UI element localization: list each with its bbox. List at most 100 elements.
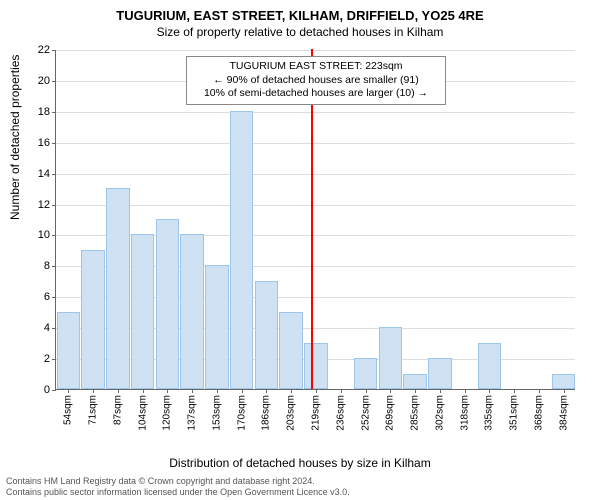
- histogram-bar: [57, 312, 81, 389]
- gridline: [56, 174, 575, 175]
- histogram-bar: [205, 265, 229, 389]
- ytick-mark: [52, 390, 56, 391]
- xtick-mark: [366, 389, 367, 393]
- histogram-bar: [230, 111, 254, 389]
- footer-line2: Contains public sector information licen…: [6, 487, 350, 498]
- xtick-label: 368sqm: [533, 395, 544, 431]
- xtick-mark: [143, 389, 144, 393]
- gridline: [56, 143, 575, 144]
- xtick-label: 203sqm: [286, 395, 297, 431]
- ytick-mark: [52, 359, 56, 360]
- histogram-bar: [131, 234, 155, 389]
- histogram-bar: [552, 374, 576, 389]
- title-main: TUGURIUM, EAST STREET, KILHAM, DRIFFIELD…: [0, 0, 600, 23]
- footer-attribution: Contains HM Land Registry data © Crown c…: [6, 476, 350, 498]
- xtick-label: 252sqm: [360, 395, 371, 431]
- histogram-bar: [403, 374, 427, 389]
- ytick-label: 0: [44, 384, 50, 396]
- histogram-bar: [478, 343, 502, 389]
- xtick-mark: [242, 389, 243, 393]
- histogram-bar: [81, 250, 105, 389]
- ytick-mark: [52, 205, 56, 206]
- xtick-label: 87sqm: [112, 395, 123, 425]
- xtick-mark: [68, 389, 69, 393]
- xtick-label: 71sqm: [88, 395, 99, 425]
- xtick-label: 351sqm: [509, 395, 520, 431]
- annotation-line3: 10% of semi-detached houses are larger (…: [193, 87, 439, 101]
- ytick-label: 14: [38, 168, 50, 180]
- xtick-label: 269sqm: [385, 395, 396, 431]
- histogram-bar: [428, 358, 452, 389]
- histogram-bar: [304, 343, 328, 389]
- histogram-bar: [180, 234, 204, 389]
- xtick-mark: [217, 389, 218, 393]
- xtick-label: 236sqm: [335, 395, 346, 431]
- xtick-label: 120sqm: [162, 395, 173, 431]
- ytick-mark: [52, 297, 56, 298]
- histogram-bar: [379, 327, 403, 389]
- annotation-line2: ← 90% of detached houses are smaller (91…: [193, 74, 439, 88]
- xtick-label: 384sqm: [558, 395, 569, 431]
- xtick-label: 170sqm: [236, 395, 247, 431]
- xtick-label: 137sqm: [187, 395, 198, 431]
- xtick-mark: [167, 389, 168, 393]
- chart-container: TUGURIUM, EAST STREET, KILHAM, DRIFFIELD…: [0, 0, 600, 500]
- xtick-mark: [465, 389, 466, 393]
- xtick-mark: [514, 389, 515, 393]
- xtick-mark: [564, 389, 565, 393]
- ytick-mark: [52, 112, 56, 113]
- gridline: [56, 50, 575, 51]
- histogram-bar: [156, 219, 180, 389]
- annotation-box: TUGURIUM EAST STREET: 223sqm← 90% of det…: [186, 56, 446, 105]
- histogram-bar: [354, 358, 378, 389]
- ytick-label: 6: [44, 291, 50, 303]
- xtick-mark: [341, 389, 342, 393]
- ytick-mark: [52, 50, 56, 51]
- xtick-mark: [266, 389, 267, 393]
- ytick-label: 4: [44, 322, 50, 334]
- xtick-label: 153sqm: [211, 395, 222, 431]
- xtick-mark: [489, 389, 490, 393]
- xtick-mark: [291, 389, 292, 393]
- footer-line1: Contains HM Land Registry data © Crown c…: [6, 476, 350, 487]
- y-axis-label: Number of detached properties: [8, 55, 22, 220]
- title-sub: Size of property relative to detached ho…: [0, 23, 600, 39]
- ytick-label: 22: [38, 44, 50, 56]
- ytick-label: 2: [44, 353, 50, 365]
- gridline: [56, 112, 575, 113]
- ytick-mark: [52, 328, 56, 329]
- xtick-label: 335sqm: [484, 395, 495, 431]
- ytick-label: 12: [38, 199, 50, 211]
- annotation-line1: TUGURIUM EAST STREET: 223sqm: [193, 60, 439, 74]
- ytick-mark: [52, 143, 56, 144]
- xtick-mark: [390, 389, 391, 393]
- xtick-mark: [118, 389, 119, 393]
- xtick-mark: [316, 389, 317, 393]
- gridline: [56, 205, 575, 206]
- chart-area: 024681012141618202254sqm71sqm87sqm104sqm…: [55, 50, 575, 420]
- ytick-mark: [52, 235, 56, 236]
- x-axis-label: Distribution of detached houses by size …: [0, 456, 600, 470]
- xtick-mark: [93, 389, 94, 393]
- ytick-mark: [52, 81, 56, 82]
- plot-region: 024681012141618202254sqm71sqm87sqm104sqm…: [55, 50, 575, 390]
- xtick-label: 318sqm: [459, 395, 470, 431]
- ytick-label: 8: [44, 260, 50, 272]
- ytick-mark: [52, 266, 56, 267]
- xtick-mark: [192, 389, 193, 393]
- histogram-bar: [106, 188, 130, 389]
- xtick-label: 54sqm: [63, 395, 74, 425]
- xtick-label: 302sqm: [434, 395, 445, 431]
- ytick-label: 20: [38, 75, 50, 87]
- xtick-label: 104sqm: [137, 395, 148, 431]
- ytick-mark: [52, 174, 56, 175]
- histogram-bar: [279, 312, 303, 389]
- xtick-label: 186sqm: [261, 395, 272, 431]
- ytick-label: 16: [38, 137, 50, 149]
- xtick-mark: [440, 389, 441, 393]
- xtick-label: 219sqm: [311, 395, 322, 431]
- ytick-label: 10: [38, 229, 50, 241]
- xtick-mark: [539, 389, 540, 393]
- xtick-label: 285sqm: [410, 395, 421, 431]
- ytick-label: 18: [38, 106, 50, 118]
